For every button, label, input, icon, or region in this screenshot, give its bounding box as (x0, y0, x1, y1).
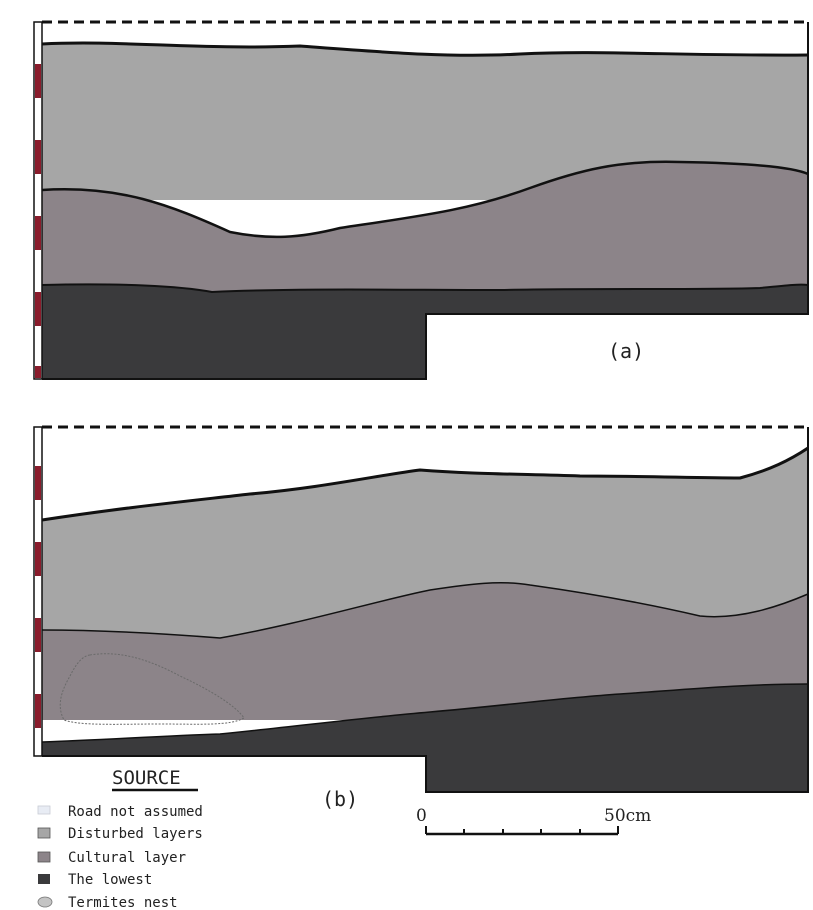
legend-swatch-cultural (37, 851, 51, 863)
panel-a-cultural-layer (42, 161, 808, 292)
panel-b-top-boundary (41, 446, 809, 522)
legend-swatch-road (37, 805, 51, 815)
legend-label-lowest: The lowest (68, 872, 152, 888)
panel-b-ruler-base (33, 426, 43, 757)
panel-a-disturbed-layer (42, 43, 808, 200)
legend-swatch-lowest (38, 874, 50, 884)
panel-b-step-edge (42, 448, 809, 793)
legend-label-cultural: Cultural layer (68, 850, 186, 866)
panel-b-lowest-layer (42, 684, 808, 792)
panel-a-step-edge (42, 55, 809, 380)
scale-end-label: 50cm (604, 806, 651, 826)
legend-label-termites: Termites nest (68, 895, 178, 910)
panel-b: (b) (33, 425, 809, 811)
scale-bar-ticks (425, 826, 619, 834)
termites-nest (59, 653, 245, 725)
scale-bar: 0 50cm (416, 806, 651, 836)
legend-title: SOURCE (112, 767, 181, 789)
legend-label-road: Road not assumed (68, 804, 203, 820)
legend-swatch-termites (37, 896, 53, 908)
panel-a-cultural-boundary (41, 160, 809, 239)
panel-a-ruler-base (33, 21, 43, 380)
legend-swatch-disturbed (37, 827, 51, 839)
panel-a-label: (a) (608, 339, 644, 363)
panel-b-ruler-marks (35, 466, 41, 728)
panel-a-lowest-boundary (41, 283, 809, 294)
panel-a: (a) (33, 20, 809, 380)
legend-label-disturbed: Disturbed layers (68, 826, 203, 842)
panel-b-cultural-layer (42, 582, 808, 720)
panel-b-label: (b) (322, 787, 358, 811)
legend: SOURCE Road not assumed Disturbed layers… (37, 767, 203, 910)
panel-a-top-boundary (41, 41, 809, 57)
panel-b-lowest-boundary (41, 683, 809, 743)
panel-b-cultural-boundary (41, 582, 809, 639)
scale-start-label: 0 (416, 806, 427, 826)
panel-a-ruler-marks (35, 64, 41, 378)
